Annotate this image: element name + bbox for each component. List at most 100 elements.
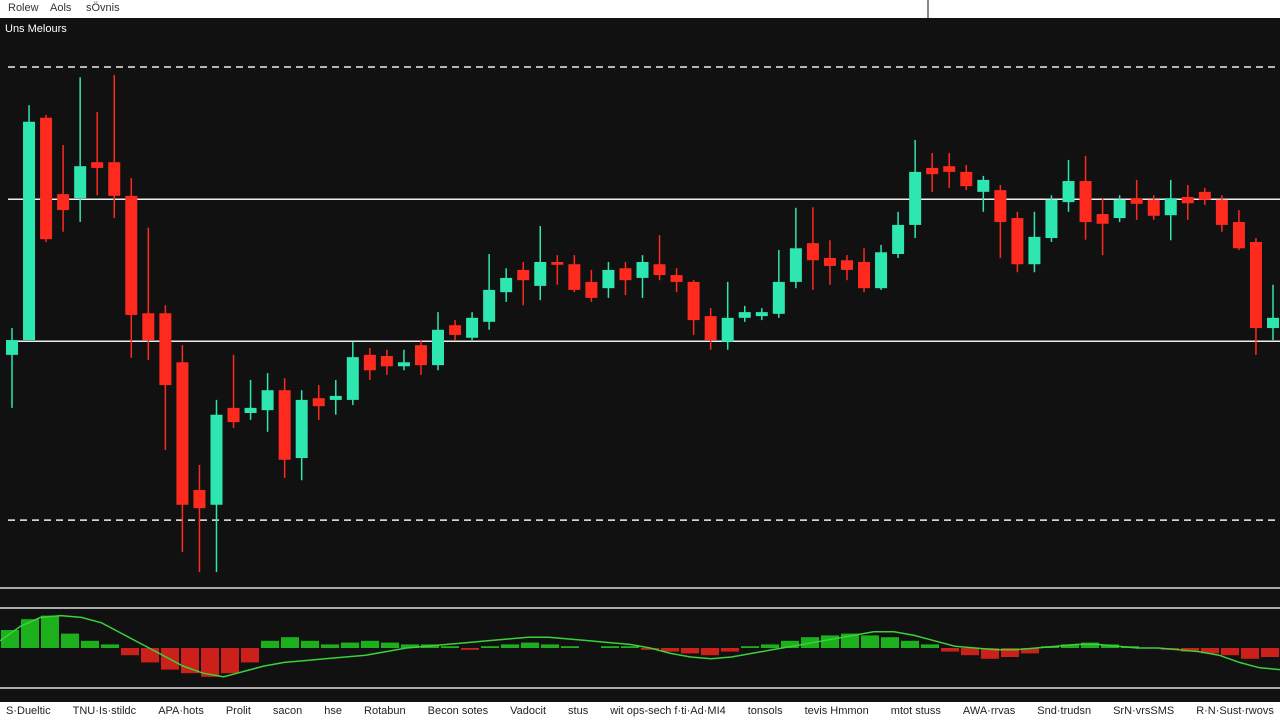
candle-body xyxy=(1079,181,1092,223)
signal-line xyxy=(0,614,1280,678)
candle-body xyxy=(483,289,496,322)
candle-body xyxy=(1232,222,1245,249)
candle-body xyxy=(1045,199,1058,239)
histogram-bar xyxy=(261,640,279,648)
status-item: Vadocit xyxy=(510,705,547,717)
candle-body xyxy=(176,362,189,505)
candle-body xyxy=(125,195,138,315)
candle-body xyxy=(380,356,393,367)
histogram-bar xyxy=(1181,648,1199,652)
histogram-bar xyxy=(1,630,19,648)
histogram-bar xyxy=(501,644,519,648)
candle-body xyxy=(755,312,768,317)
divider xyxy=(927,0,929,18)
histogram-bar xyxy=(921,644,939,648)
histogram-bar xyxy=(881,637,899,648)
histogram-bar xyxy=(1221,648,1239,656)
candle-body xyxy=(193,489,206,509)
chart: Uns Melours xyxy=(0,18,1280,702)
candle-body xyxy=(534,261,547,286)
candle-body xyxy=(142,313,155,341)
histogram-bar xyxy=(741,646,759,648)
histogram-bar xyxy=(681,648,699,654)
candle-body xyxy=(1267,317,1279,329)
status-item: sacon xyxy=(272,705,303,717)
candle-body xyxy=(1096,214,1109,224)
candle-body xyxy=(108,162,121,196)
candle-body xyxy=(57,194,70,211)
status-item: Rotabun xyxy=(364,705,406,717)
candle-body xyxy=(414,345,427,366)
candle-body xyxy=(449,325,462,335)
status-bar: S·Dueltic TNU·Is·stildc APA·hots Prolit saco… xyxy=(0,702,1280,720)
candle-body xyxy=(329,395,342,400)
histogram-bar xyxy=(121,648,139,656)
histogram-bar xyxy=(281,637,299,648)
histogram-bar xyxy=(241,648,259,663)
histogram-bar xyxy=(961,648,979,656)
histogram-bar xyxy=(481,646,499,648)
histogram-bar xyxy=(61,633,79,648)
status-item: wit ops-sech f·ti·Ad·MI4 xyxy=(610,705,726,717)
candle-body xyxy=(295,399,308,459)
histogram-bar xyxy=(321,644,339,648)
candle-body xyxy=(909,171,922,225)
candle-body xyxy=(1113,199,1126,219)
candle-body xyxy=(397,362,410,367)
candle-body xyxy=(619,268,632,281)
status-item: AWA·rrvas xyxy=(962,705,1016,717)
histogram-bar xyxy=(861,635,879,648)
status-item: mtot stuss xyxy=(890,705,941,717)
status-item: Snd·trudsn xyxy=(1037,705,1092,717)
histogram-bar xyxy=(781,640,799,648)
candle-body xyxy=(687,281,700,321)
status-item: Prolit xyxy=(225,705,251,717)
histogram-bar xyxy=(221,648,239,674)
candle-body xyxy=(40,117,53,240)
histogram-bar xyxy=(201,648,219,677)
menu-item[interactable]: Rolew xyxy=(8,2,39,14)
candle-body xyxy=(551,261,564,265)
histogram-bar xyxy=(1021,648,1039,654)
status-item: tonsols xyxy=(747,705,783,717)
status-item: S·Dueltic xyxy=(6,705,51,717)
candle-body xyxy=(585,281,598,298)
histogram-bar xyxy=(941,648,959,652)
menu-item[interactable]: sÖvnis xyxy=(86,2,120,14)
menu-item[interactable]: Aols xyxy=(50,2,72,14)
status-item: R·N·Sust·rwovs xyxy=(1196,705,1274,717)
candle-body xyxy=(346,357,359,400)
candle-body xyxy=(977,179,990,192)
candle-body xyxy=(23,121,36,341)
candle-body xyxy=(244,407,257,414)
candle-body xyxy=(6,340,18,355)
status-item: Becon sotes xyxy=(427,705,489,717)
histogram-bar xyxy=(361,640,379,648)
candle-body xyxy=(943,166,956,172)
histogram-bar xyxy=(561,646,579,648)
histogram-bar xyxy=(721,648,739,652)
histogram-bar xyxy=(601,646,619,648)
histogram-bar xyxy=(1061,644,1079,648)
candle-body xyxy=(159,313,172,386)
histogram-bar xyxy=(81,640,99,648)
candle-body xyxy=(1130,198,1143,204)
histogram-bar xyxy=(101,644,119,648)
candle-body xyxy=(858,261,871,289)
candle-body xyxy=(466,317,479,338)
candle-body xyxy=(91,162,104,168)
histogram-bar xyxy=(381,642,399,648)
candle-body xyxy=(500,277,513,293)
status-item: hse xyxy=(324,705,343,717)
histogram-bar xyxy=(441,646,459,648)
histogram-bar xyxy=(521,642,539,648)
histogram-bar xyxy=(41,615,59,648)
candle-body xyxy=(1181,196,1194,204)
histogram-bar xyxy=(621,646,639,648)
histogram-bar xyxy=(141,648,159,663)
candle-body xyxy=(994,190,1007,223)
candle-body xyxy=(74,166,87,199)
candle-body xyxy=(517,269,530,281)
histogram-bar xyxy=(1201,648,1219,654)
candle-body xyxy=(1028,236,1041,265)
